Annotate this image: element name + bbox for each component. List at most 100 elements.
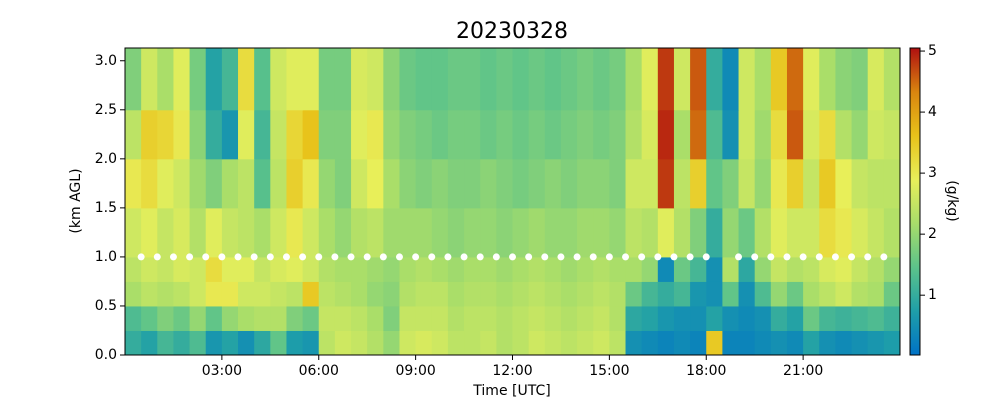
heatmap-cell [351,207,368,258]
heatmap-cell [754,305,772,331]
marker [460,253,468,261]
heatmap-cell [254,207,271,258]
heatmap-cell [690,281,707,307]
heatmap-cell [399,305,417,331]
marker [202,253,210,261]
heatmap-cell [690,158,707,209]
heatmap-cell [883,281,901,307]
heatmap-cell [641,305,659,331]
heatmap-cell [221,48,239,111]
heatmap-cell [125,281,142,307]
heatmap-cell [593,281,610,307]
heatmap-cell [399,109,417,160]
heatmap-cell [125,48,142,111]
heatmap-cell [415,207,433,258]
heatmap-cell [803,256,820,282]
heatmap-cell [803,109,820,160]
heatmap-cell [286,256,304,282]
heatmap-cell [593,109,610,160]
heatmap-cell [383,158,400,209]
heatmap-cell [819,256,836,282]
heatmap-cell [657,305,675,331]
heatmap-cell [657,256,675,282]
marker [331,253,339,261]
heatmap-cell [690,48,707,111]
heatmap-cell [528,158,546,209]
heatmap-cell [851,281,869,307]
heatmap-cell [141,256,158,282]
heatmap-cell [803,207,820,258]
heatmap-cell [657,330,675,356]
heatmap-cell [593,207,610,258]
heatmap-cell [480,330,497,356]
heatmap-cell [722,305,740,331]
heatmap-cell [254,109,271,160]
heatmap-cell [609,305,627,331]
heatmap-cell [496,48,513,111]
heatmap-cell [512,330,530,356]
heatmap-cell [835,109,853,160]
marker [186,253,194,261]
heatmap-cell [641,48,659,111]
heatmap-cell [560,48,578,111]
marker [702,253,710,261]
heatmap-cell [641,256,659,282]
heatmap-cell [351,305,368,331]
heatmap-cell [318,305,336,331]
heatmap-cell [544,158,562,209]
heatmap-cell [819,281,836,307]
heatmap-cell [302,256,320,282]
heatmap-cell [625,256,643,282]
heatmap-cell [609,109,627,160]
heatmap-cell [415,48,433,111]
heatmap-cell [431,48,449,111]
heatmap-cell [238,158,255,209]
heatmap-cell [254,305,271,331]
marker [476,253,484,261]
heatmap-cell [496,281,513,307]
heatmap-cell [351,158,368,209]
heatmap-cell [625,158,643,209]
heatmap-cell [351,330,368,356]
heatmap-cell [786,330,804,356]
heatmap-cell [125,109,142,160]
x-tick-label: 18:00 [686,363,726,379]
heatmap-cell [722,256,740,282]
heatmap-cell [738,109,756,160]
marker [444,253,452,261]
heatmap-cell [883,305,901,331]
heatmap-cell [238,305,255,331]
heatmap-cell [399,48,417,111]
heatmap-cell [835,207,853,258]
heatmap-cell [544,48,562,111]
heatmap-cell [786,158,804,209]
heatmap-cell [512,281,530,307]
heatmap-cell [205,305,223,331]
heatmap-cell [690,207,707,258]
heatmap-cell [383,207,400,258]
heatmap-cell [560,330,578,356]
heatmap-cell [367,109,384,160]
heatmap-cell [835,256,853,282]
heatmap-cell [318,256,336,282]
heatmap-cell [673,305,691,331]
heatmap-cell [334,48,352,111]
marker [412,253,420,261]
marker [799,253,807,261]
marker [266,253,274,261]
heatmap-cell [205,281,223,307]
heatmap-cell [318,158,336,209]
heatmap-cell [351,256,368,282]
heatmap-cell [318,48,336,111]
heatmap-cell [318,109,336,160]
heatmap-cell [786,256,804,282]
heatmap-cell [851,305,869,331]
heatmap-cell [754,207,772,258]
heatmap-cell [286,207,304,258]
heatmap-cell [512,158,530,209]
heatmap-cell [706,109,723,160]
heatmap-cell [528,109,546,160]
heatmap-cell [819,109,836,160]
heatmap-cell [754,48,772,111]
heatmap-cell [706,256,723,282]
